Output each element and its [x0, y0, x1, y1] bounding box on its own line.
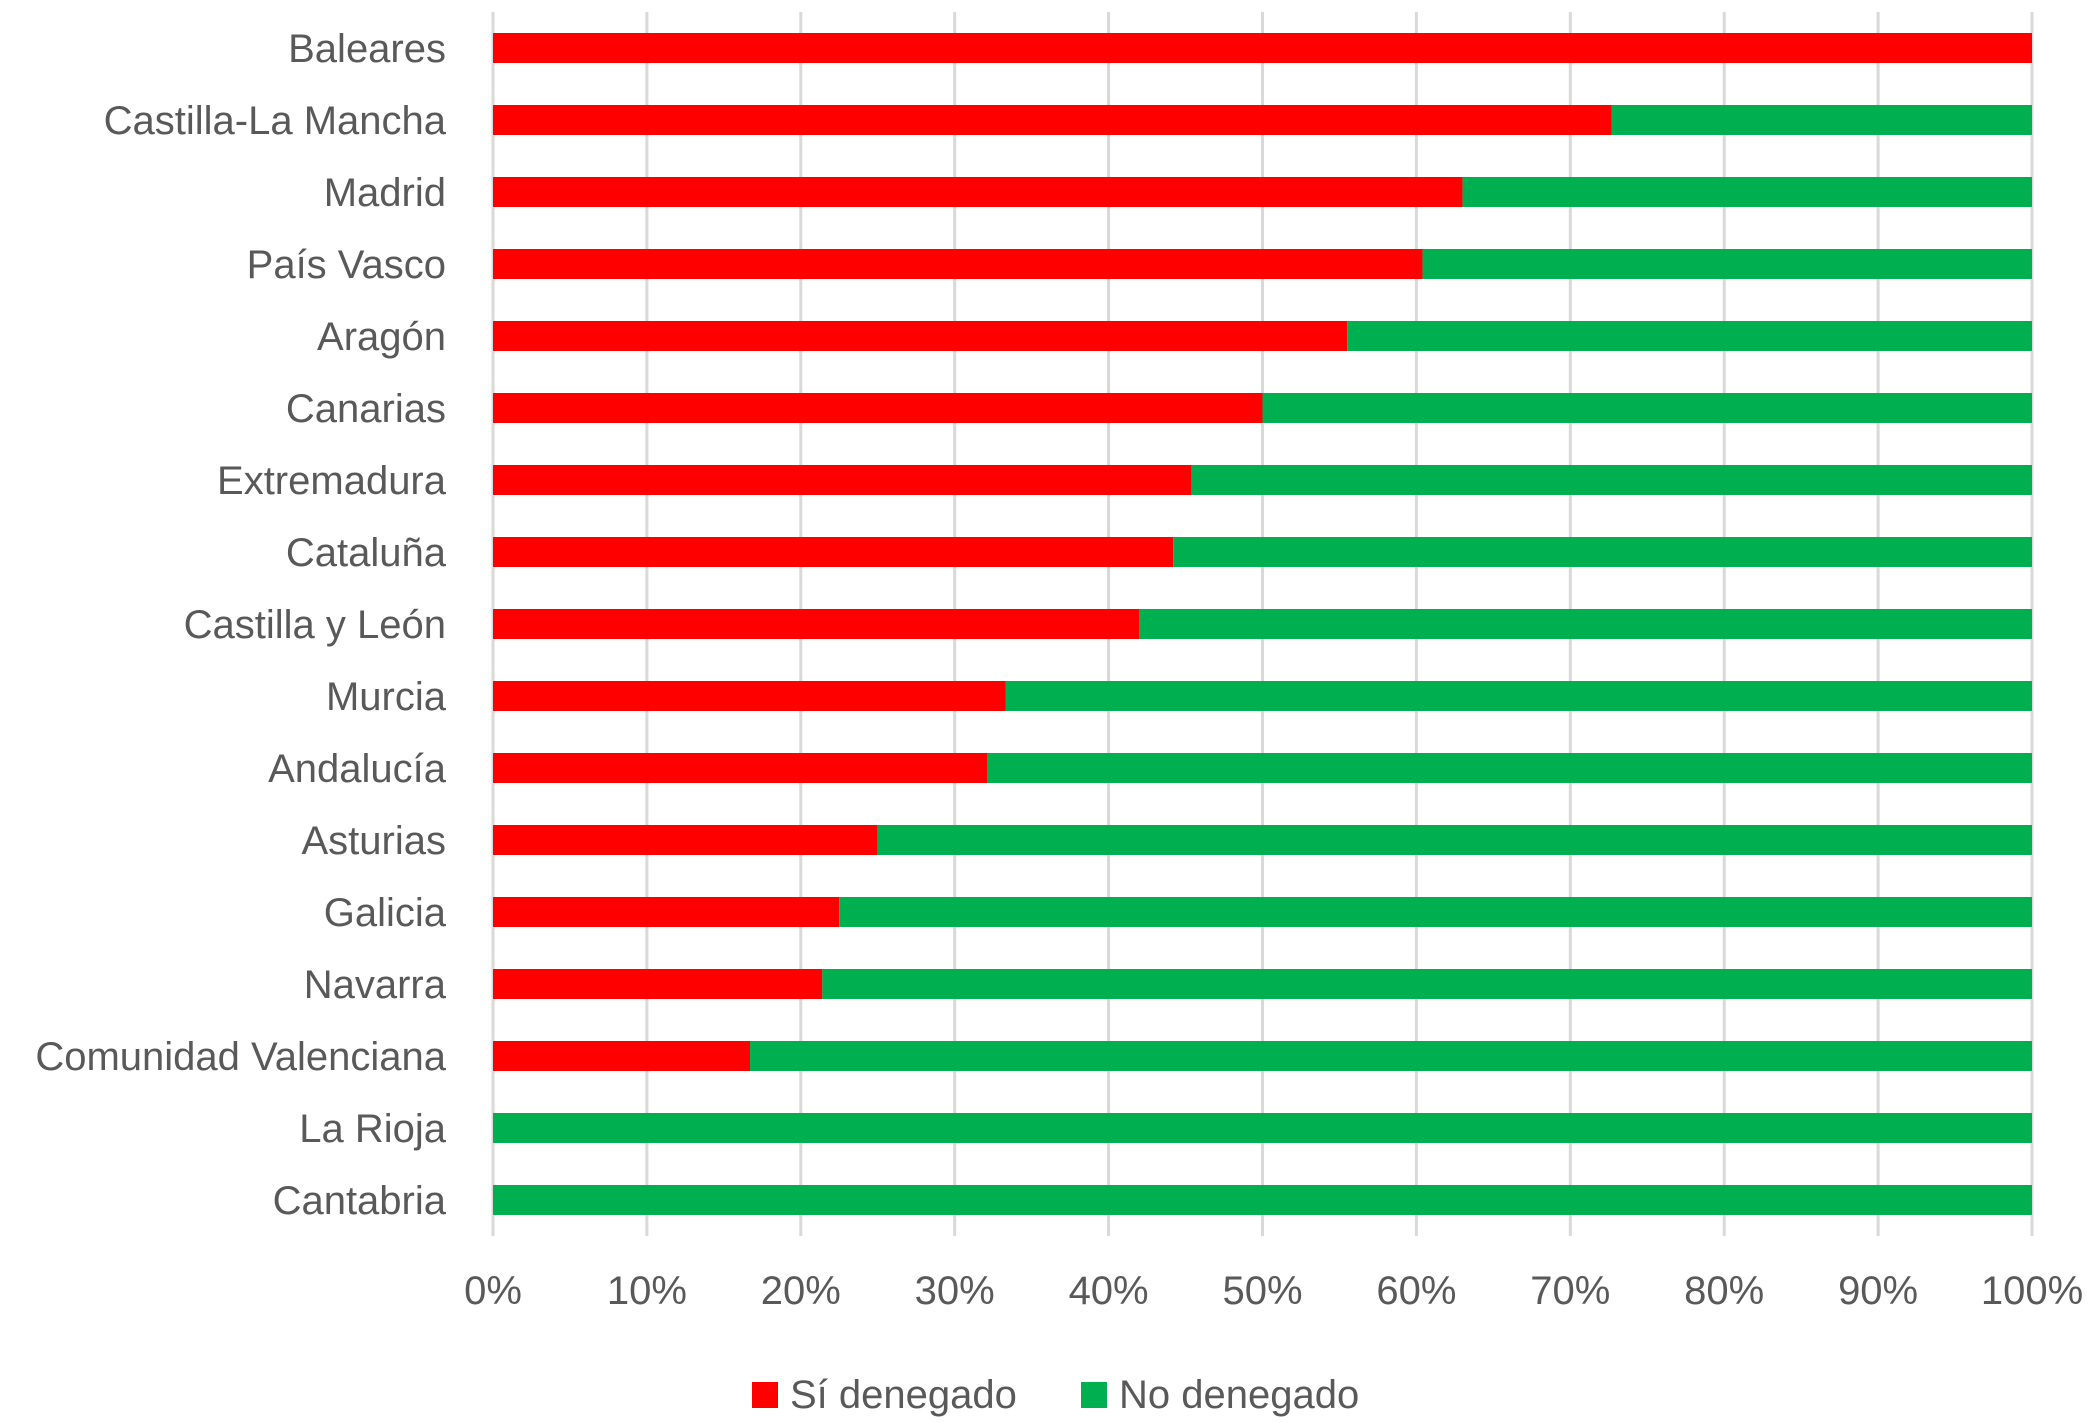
bar-si-denegado: [493, 177, 1463, 207]
bar-no-denegado: [987, 753, 2032, 783]
category-label: Galicia: [324, 891, 447, 935]
bar-no-denegado: [750, 1041, 2033, 1071]
bar-si-denegado: [493, 537, 1174, 567]
bar-si-denegado: [493, 825, 878, 855]
legend-swatch-si-denegado: [752, 1382, 778, 1408]
bar-no-denegado: [877, 825, 2032, 855]
bar-no-denegado: [1005, 681, 2032, 711]
category-label: Cataluña: [286, 531, 447, 575]
category-label: Madrid: [324, 171, 446, 215]
category-label: Navarra: [304, 963, 447, 1007]
bar-no-denegado: [839, 897, 2032, 927]
category-label: Extremadura: [217, 459, 447, 503]
category-label: Asturias: [302, 819, 447, 863]
bar-si-denegado: [493, 681, 1006, 711]
bar-si-denegado: [493, 609, 1140, 639]
bars: [493, 33, 2033, 1215]
category-label: País Vasco: [247, 243, 446, 287]
category-label: Murcia: [326, 675, 447, 719]
category-label: Baleares: [288, 27, 446, 71]
category-label: La Rioja: [299, 1107, 447, 1151]
x-tick-label: 70%: [1530, 1269, 1610, 1313]
bar-si-denegado: [493, 321, 1348, 351]
category-labels: Baleares Castilla-La Mancha Madrid País Vas…: [35, 27, 446, 1223]
bar-no-denegado: [1347, 321, 2032, 351]
bar-no-denegado: [1422, 249, 2032, 279]
x-tick-label: 90%: [1838, 1269, 1918, 1313]
bar-si-denegado: [493, 1041, 751, 1071]
category-label: Castilla-La Mancha: [104, 99, 447, 143]
bar-no-denegado: [1139, 609, 2032, 639]
bar-no-denegado: [1191, 465, 2032, 495]
x-tick-label: 60%: [1376, 1269, 1456, 1313]
category-label: Castilla y León: [184, 603, 446, 647]
category-label: Canarias: [286, 387, 446, 431]
bar-si-denegado: [493, 249, 1423, 279]
bar-no-denegado: [493, 1185, 2032, 1215]
bar-no-denegado: [1173, 537, 2032, 567]
category-label: Cantabria: [273, 1179, 447, 1223]
category-label: Aragón: [317, 315, 446, 359]
bar-si-denegado: [493, 897, 840, 927]
x-tick-label: 20%: [761, 1269, 841, 1313]
legend-label: Sí denegado: [790, 1373, 1017, 1417]
bar-si-denegado: [493, 753, 988, 783]
x-tick-labels: 0% 10% 20% 30% 40% 50% 60% 70% 80% 90% 100%: [464, 1269, 2083, 1313]
bar-no-denegado: [1262, 393, 2032, 423]
category-label: Andalucía: [268, 747, 447, 791]
bar-si-denegado: [493, 33, 2032, 63]
bar-no-denegado: [822, 969, 2033, 999]
x-tick-label: 0%: [464, 1269, 522, 1313]
x-tick-label: 50%: [1222, 1269, 1302, 1313]
x-tick-label: 30%: [915, 1269, 995, 1313]
x-tick-label: 40%: [1069, 1269, 1149, 1313]
x-tick-label: 10%: [607, 1269, 687, 1313]
bar-si-denegado: [493, 969, 823, 999]
bar-no-denegado: [1462, 177, 2032, 207]
bar-no-denegado: [493, 1113, 2032, 1143]
legend-swatch-no-denegado: [1081, 1382, 1107, 1408]
category-label: Comunidad Valenciana: [35, 1035, 446, 1079]
x-tick-label: 100%: [1981, 1269, 2083, 1313]
bar-no-denegado: [1611, 105, 2032, 135]
bar-si-denegado: [493, 465, 1192, 495]
bar-si-denegado: [493, 105, 1612, 135]
x-tick-label: 80%: [1684, 1269, 1764, 1313]
legend-label: No denegado: [1119, 1373, 1359, 1417]
legend: Sí denegado No denegado: [752, 1373, 1359, 1417]
bar-si-denegado: [493, 393, 1263, 423]
